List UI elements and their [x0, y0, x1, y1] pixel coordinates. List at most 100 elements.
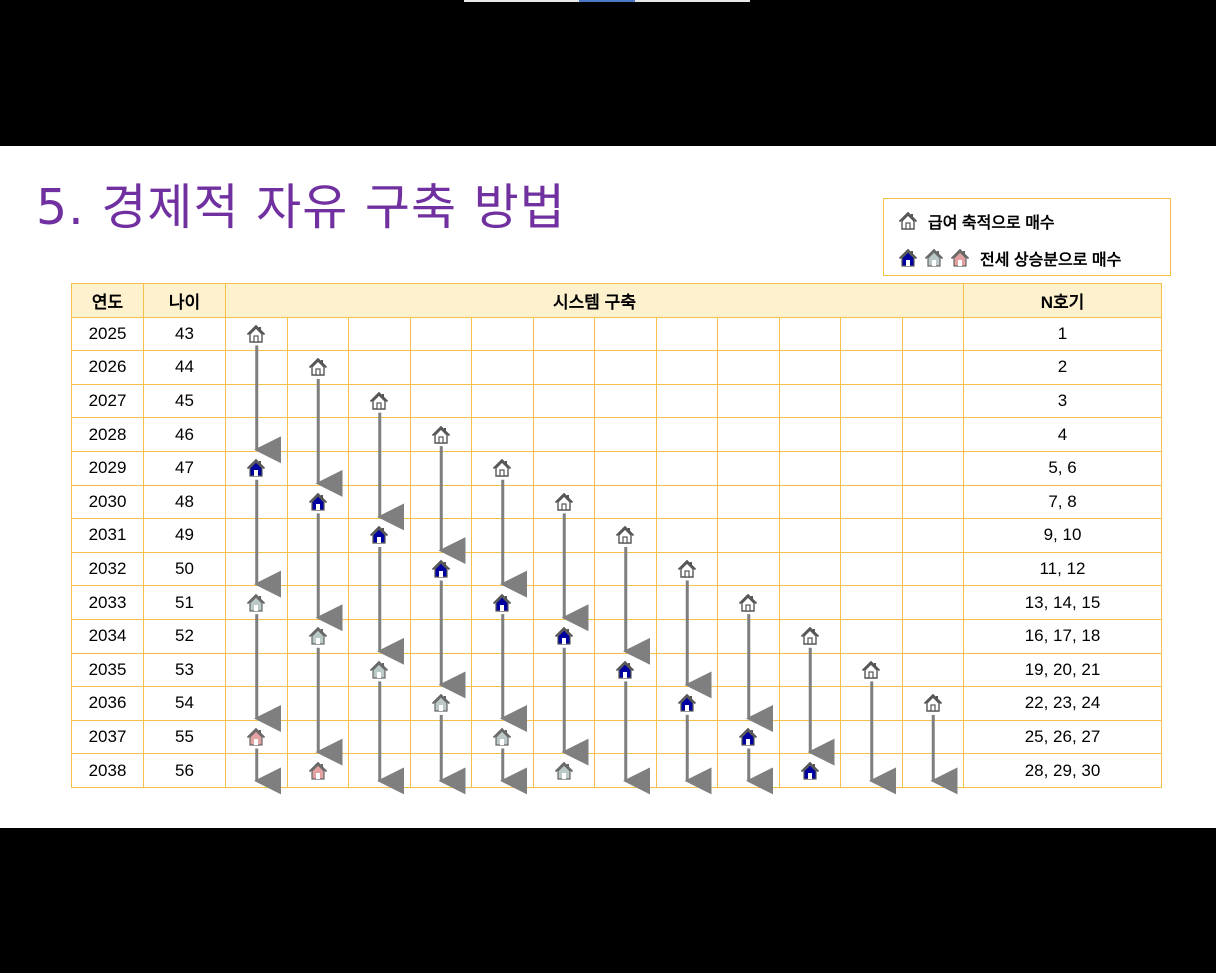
system-cell: [472, 485, 534, 520]
system-cell: [656, 619, 718, 654]
year-cell: 2026: [72, 351, 144, 385]
system-cell: [595, 418, 657, 452]
system-cell: [656, 485, 718, 520]
system-cell: [656, 552, 718, 587]
count-cell: 25, 26, 27: [964, 720, 1162, 755]
system-cell: [902, 418, 964, 452]
system-cell: [349, 619, 411, 654]
house-salary-icon: [492, 458, 512, 478]
system-cell: [349, 687, 411, 721]
system-cell: [410, 586, 472, 620]
system-cell: [595, 317, 657, 352]
system-cell: [595, 552, 657, 587]
count-cell: 2: [964, 351, 1162, 385]
system-cell: [841, 552, 903, 587]
system-cell: [472, 754, 534, 788]
house-jeonse-pink-icon: [246, 727, 266, 747]
year-cell: 2025: [72, 317, 144, 352]
house-jeonse-teal-icon: [369, 660, 389, 680]
age-cell: 43: [144, 317, 226, 352]
system-cell: [656, 519, 718, 553]
count-cell: 13, 14, 15: [964, 586, 1162, 620]
system-cell: [779, 754, 841, 788]
system-cell: [902, 619, 964, 654]
age-cell: 47: [144, 451, 226, 486]
age-cell: 56: [144, 754, 226, 788]
system-cell: [287, 485, 349, 520]
count-cell: 7, 8: [964, 485, 1162, 520]
system-cell: [349, 451, 411, 486]
system-cell: [287, 619, 349, 654]
house-pink-icon: [950, 248, 970, 268]
system-cell: [410, 485, 472, 520]
slide-title: 5. 경제적 자유 구축 방법: [36, 179, 566, 236]
system-table: 연도 나이 시스템 구축 N호기 2025 43 1 2026 44 2 2027 45 3 2028 46…: [71, 283, 1162, 788]
year-cell: 2037: [72, 720, 144, 755]
count-cell: 28, 29, 30: [964, 754, 1162, 788]
house-jeonse-blue-icon: [677, 693, 697, 713]
system-cell: [718, 619, 780, 654]
system-cell: [533, 586, 595, 620]
system-cell: [349, 653, 411, 688]
system-cell: [779, 619, 841, 654]
system-cell: [533, 619, 595, 654]
system-cell: [349, 720, 411, 755]
system-cell: [779, 418, 841, 452]
system-cell: [410, 418, 472, 452]
system-cell: [595, 754, 657, 788]
system-cell: [472, 619, 534, 654]
system-cell: [718, 451, 780, 486]
system-cell: [841, 451, 903, 486]
legend-salary-label: 급여 축적으로 매수: [928, 215, 1055, 232]
system-cell: [902, 754, 964, 788]
system-cell: [718, 384, 780, 419]
house-jeonse-blue-icon: [554, 626, 574, 646]
system-cell: [902, 485, 964, 520]
system-cell: [718, 586, 780, 620]
system-cell: [287, 519, 349, 553]
age-cell: 53: [144, 653, 226, 688]
system-cell: [595, 619, 657, 654]
count-cell: 11, 12: [964, 552, 1162, 587]
year-cell: 2034: [72, 619, 144, 654]
system-cell: [902, 552, 964, 587]
system-cell: [287, 754, 349, 788]
system-cell: [410, 653, 472, 688]
system-cell: [779, 687, 841, 721]
header-year: 연도: [72, 284, 144, 318]
house-jeonse-teal-icon: [246, 593, 266, 613]
system-cell: [656, 754, 718, 788]
house-jeonse-blue-icon: [492, 593, 512, 613]
system-cell: [410, 687, 472, 721]
system-cell: [656, 451, 718, 486]
system-cell: [533, 552, 595, 587]
year-cell: 2031: [72, 519, 144, 553]
age-cell: 54: [144, 687, 226, 721]
system-cell: [902, 451, 964, 486]
house-jeonse-blue-icon: [369, 525, 389, 545]
header-system: 시스템 구축: [226, 284, 964, 318]
system-cell: [902, 519, 964, 553]
system-cell: [287, 351, 349, 385]
house-jeonse-pink-icon: [308, 761, 328, 781]
system-cell: [779, 519, 841, 553]
system-cell: [226, 653, 288, 688]
house-jeonse-blue-icon: [246, 458, 266, 478]
system-cell: [533, 485, 595, 520]
system-cell: [841, 519, 903, 553]
system-cell: [595, 687, 657, 721]
system-cell: [472, 351, 534, 385]
system-cell: [902, 586, 964, 620]
system-cell: [656, 687, 718, 721]
system-cell: [902, 687, 964, 721]
system-cell: [718, 351, 780, 385]
system-cell: [410, 451, 472, 486]
system-cell: [595, 519, 657, 553]
count-cell: 19, 20, 21: [964, 653, 1162, 688]
system-cell: [841, 687, 903, 721]
header-age: 나이: [144, 284, 226, 318]
system-cell: [472, 519, 534, 553]
house-salary-icon: [431, 425, 451, 445]
system-cell: [287, 418, 349, 452]
system-cell: [595, 485, 657, 520]
